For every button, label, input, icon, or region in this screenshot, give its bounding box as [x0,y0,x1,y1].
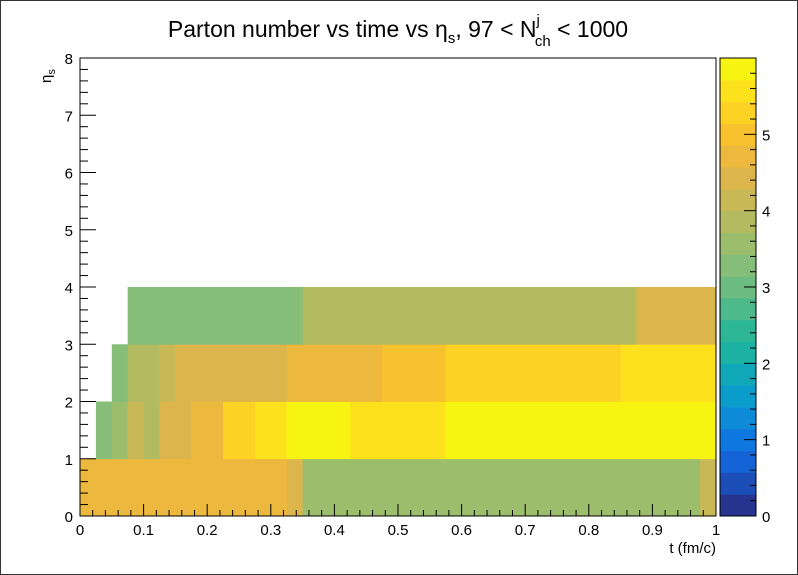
heatmap-cell [302,287,637,345]
heatmap-cell [334,401,351,460]
y-axis-label-sub: s [46,69,58,75]
heatmap-cell [636,287,717,345]
title-main: Parton number vs time vs η [168,16,448,42]
heatmap-cell [175,344,288,402]
palette-band [720,145,756,168]
y-axis-label-main: η [38,75,55,83]
heatmap-cell [159,344,176,402]
palette-band [720,472,756,495]
x-tick-label: 0.4 [324,522,345,539]
palette-band [720,450,756,473]
x-tick-label: 0.6 [451,522,472,539]
palette-band [720,210,756,233]
heatmap-cell [159,401,192,460]
palette-band [720,276,756,299]
palette-band [720,58,756,81]
palette-band [720,79,756,103]
palette-tick-label: 0 [762,509,770,526]
x-tick-label: 0.8 [578,522,599,539]
heatmap-cell [445,401,717,460]
y-tick-label: 7 [65,108,73,125]
palette-band [720,254,756,277]
heatmap-cell [445,344,621,402]
heatmap-cell [382,344,447,402]
heatmap-cell [191,401,224,460]
y-tick-label: 4 [65,280,73,297]
heatmap-cell [700,458,717,517]
color-palette [720,58,756,517]
x-axis: 0 0.1 0.2 0.3 0.4 0.5 0.6 0.7 0.8 0.9 1 [76,504,720,539]
palette-axis: 0 1 2 3 4 5 [744,72,770,526]
palette-band [720,385,756,408]
x-tick-label: 0.9 [642,522,663,539]
title-cut-sup: j [536,12,540,29]
palette-band [720,297,756,321]
y-tick-label: 2 [65,395,73,412]
heatmap-cell [254,401,288,460]
heatmap-cell [111,344,129,402]
palette-band [720,123,756,146]
palette-tick-label: 4 [762,204,770,221]
title-cut-sub: ch [535,33,551,50]
heatmap-cell [127,287,303,345]
palette-tick-label: 1 [762,433,770,450]
y-tick-label: 6 [65,166,73,183]
y-axis: 0 1 2 3 4 5 6 7 8 [65,51,96,526]
heatmap-cell [302,458,701,517]
palette-band [720,167,756,190]
heatmap-cell [286,344,383,402]
x-tick-label: 0.1 [133,522,154,539]
x-tick-label: 0.2 [197,522,218,539]
heatmap-cell [286,458,303,517]
palette-band [720,363,756,386]
palette-band [720,232,756,255]
y-tick-label: 0 [65,509,73,526]
palette-tick-label: 3 [762,280,770,297]
x-tick-label: 0.3 [260,522,281,539]
palette-band [720,406,756,430]
chart-title: Parton number vs time vs ηs, 97 < Nj ch <… [168,12,628,50]
heatmap-cell [95,401,113,460]
heatmap-cell [111,401,129,460]
heatmap-cell [350,401,447,460]
palette-band [720,341,756,364]
palette-band [720,494,756,517]
title-main-sub: s [448,30,456,47]
y-tick-label: 5 [65,223,73,240]
heatmap-cell [143,401,160,460]
palette-band [720,428,756,452]
y-tick-label: 3 [65,337,73,354]
y-axis-label: ηs [38,69,58,83]
y-tick-label: 1 [65,452,73,469]
x-tick-label: 1 [712,522,720,539]
palette-band [720,319,756,343]
heatmap-cell [80,458,288,517]
x-axis-label: t (fm/c) [669,540,716,557]
palette-tick-label: 5 [762,127,770,144]
heatmap-cell [127,401,144,460]
heatmap-cell [286,401,335,460]
x-tick-label: 0.7 [515,522,536,539]
x-tick-label: 0 [76,522,84,539]
palette-band [720,101,756,124]
palette-tick-label: 2 [762,356,770,373]
x-tick-label: 0.5 [388,522,409,539]
heatmap-cells [80,287,717,517]
title-cut-prefix: , 97 < N [455,16,536,42]
heatmap-cell [223,401,256,460]
y-tick-label: 8 [65,51,73,68]
palette-band [720,188,756,212]
title-cut-suffix: < 1000 [551,16,628,42]
heatmap-cell [620,344,717,402]
heatmap-cell [127,344,160,402]
